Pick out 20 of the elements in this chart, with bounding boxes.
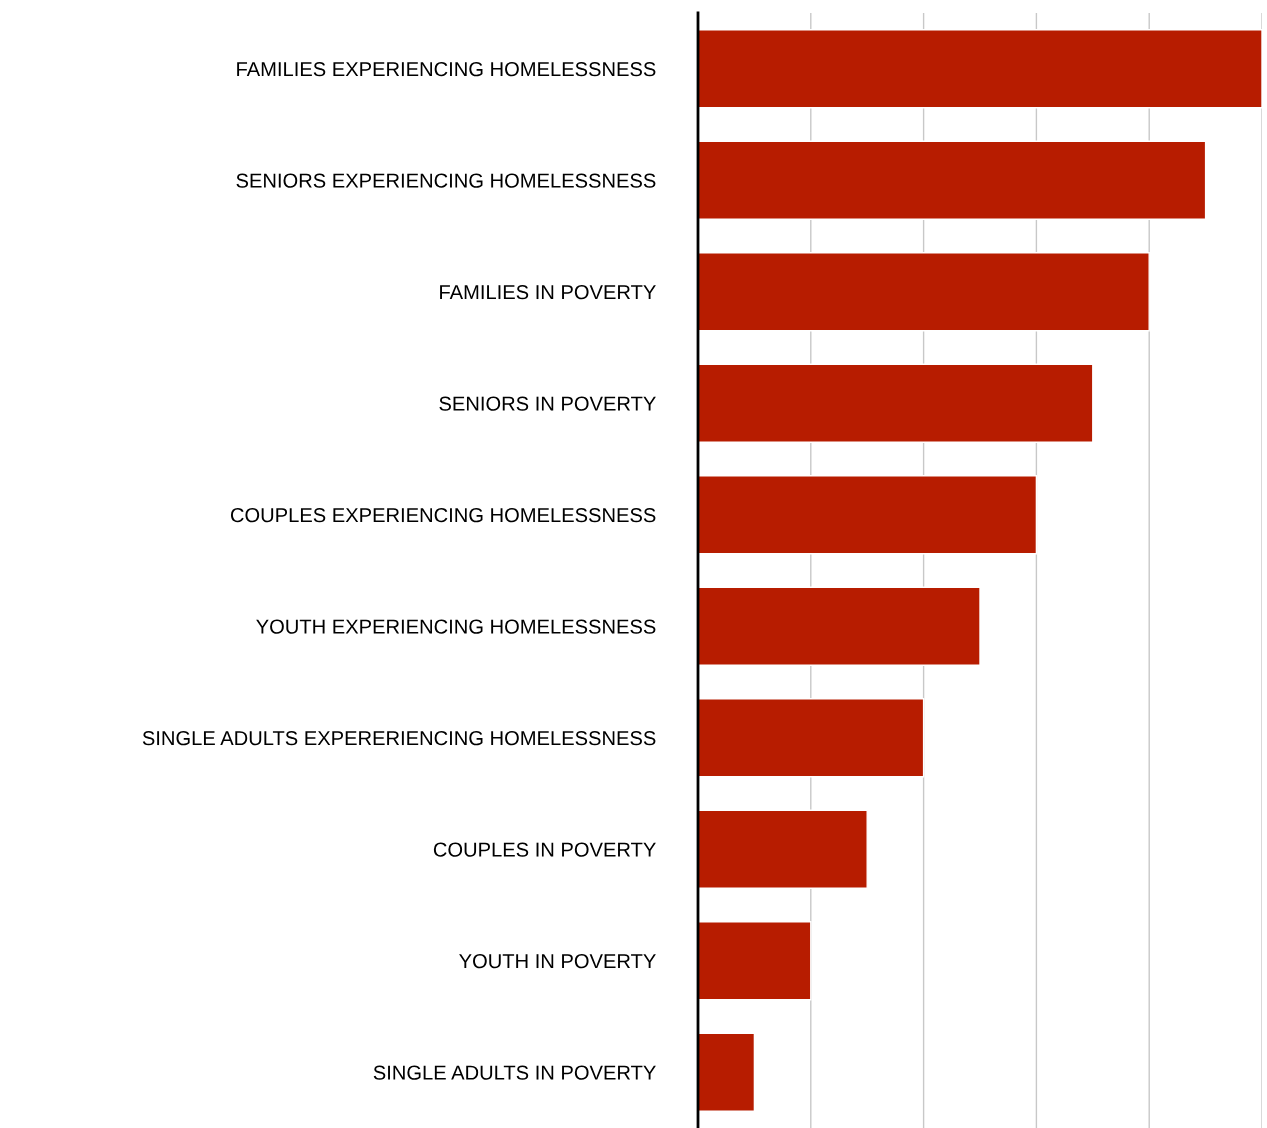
bar <box>698 809 868 889</box>
bar <box>698 363 1094 443</box>
y-tick-label: COUPLES IN POVERTY <box>433 842 656 857</box>
y-tick-label: COUPLES EXPERIENCING HOMELESSNESS <box>230 507 656 523</box>
bar <box>698 29 1262 109</box>
bar <box>698 252 1150 332</box>
bar <box>698 475 1038 555</box>
bar <box>698 698 925 778</box>
y-tick-label: SENIORS EXPERIENCING HOMELESSNESS <box>236 173 656 188</box>
y-tick-label: FAMILIES EXPERIENCING HOMELESSNESS <box>237 61 656 77</box>
bar <box>698 586 981 666</box>
y-tick-label: SINGLE ADULTS EXPERERIENCING HOMELESSNESS <box>142 730 656 746</box>
y-tick-label: SINGLE ADULTS IN POVERTY <box>373 1065 656 1080</box>
y-tick-label: YOUTH EXPERIENCING HOMELESSNESS <box>256 619 656 634</box>
bar <box>698 1032 756 1112</box>
bar <box>698 140 1207 220</box>
y-tick-label: YOUTH IN POVERTY <box>459 953 656 969</box>
bar <box>698 921 812 1001</box>
y-tick-label: FAMILIES IN POVERTY <box>440 284 656 300</box>
y-tick-label: SENIORS IN POVERTY <box>439 396 656 411</box>
